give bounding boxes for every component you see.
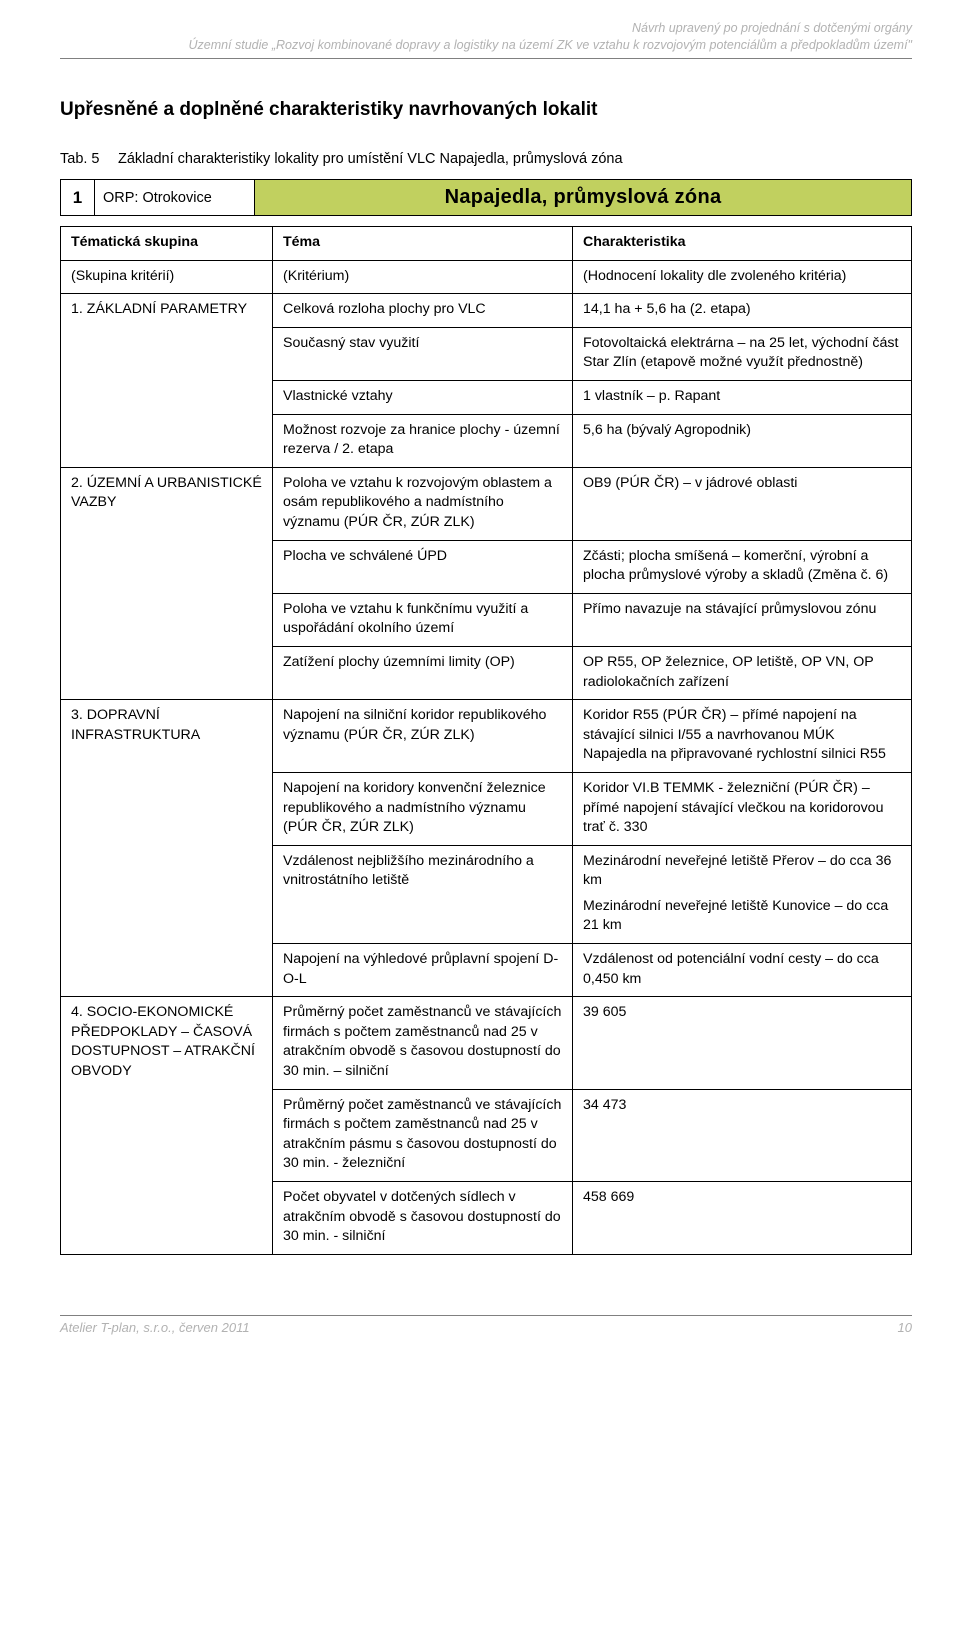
page-title: Upřesněné a doplněné charakteristiky nav…	[60, 99, 912, 121]
table-row: 4. SOCIO-EKONOMICKÉ PŘEDPOKLADY – ČASOVÁ…	[61, 997, 912, 1089]
topic-cell: Počet obyvatel v dotčených sídlech v atr…	[273, 1182, 573, 1255]
table-row: 3. DOPRAVNÍ INFRASTRUKTURANapojení na si…	[61, 700, 912, 773]
value-cell: 34 473	[573, 1089, 912, 1181]
value-cell: Koridor R55 (PÚR ČR) – přímé napojení na…	[573, 700, 912, 773]
group-label-cell: 4. SOCIO-EKONOMICKÉ PŘEDPOKLADY – ČASOVÁ…	[61, 997, 273, 1255]
topic-cell: Poloha ve vztahu k rozvojovým oblastem a…	[273, 467, 573, 540]
col-header-value: Charakteristika	[573, 227, 912, 261]
col-subheader-topic: (Kritérium)	[273, 260, 573, 294]
topic-cell: Průměrný počet zaměstnanců ve stávajícíc…	[273, 1089, 573, 1181]
zone-name-cell: Napajedla, průmyslová zóna	[255, 180, 912, 216]
doc-header-line1: Návrh upravený po projednání s dotčenými…	[60, 20, 912, 37]
topic-cell: Napojení na koridory konvenční železnice…	[273, 772, 573, 845]
value-cell: OP R55, OP železnice, OP letiště, OP VN,…	[573, 646, 912, 699]
col-subheader-group: (Skupina kritérií)	[61, 260, 273, 294]
value-cell: OB9 (PÚR ČR) – v jádrové oblasti	[573, 467, 912, 540]
title-number-cell: 1	[61, 180, 95, 216]
topic-cell: Zatížení plochy územními limity (OP)	[273, 646, 573, 699]
topic-cell: Vzdálenost nejbližšího mezinárodního a v…	[273, 845, 573, 943]
orp-cell: ORP: Otrokovice	[95, 180, 255, 216]
table-subheader-row: (Skupina kritérií) (Kritérium) (Hodnocen…	[61, 260, 912, 294]
col-header-topic: Téma	[273, 227, 573, 261]
table-caption: Tab. 5 Základní charakteristiky lokality…	[60, 149, 912, 169]
col-subheader-value: (Hodnocení lokality dle zvoleného kritér…	[573, 260, 912, 294]
value-cell: 5,6 ha (bývalý Agropodnik)	[573, 414, 912, 467]
topic-cell: Vlastnické vztahy	[273, 381, 573, 415]
value-cell: Fotovoltaická elektrárna – na 25 let, vý…	[573, 327, 912, 380]
title-bar-table: 1 ORP: Otrokovice Napajedla, průmyslová …	[60, 179, 912, 216]
table-header-row: Tématická skupina Téma Charakteristika	[61, 227, 912, 261]
group-label-cell: 3. DOPRAVNÍ INFRASTRUKTURA	[61, 700, 273, 997]
doc-header: Návrh upravený po projednání s dotčenými…	[60, 20, 912, 54]
topic-cell: Možnost rozvoje za hranice plochy - územ…	[273, 414, 573, 467]
value-cell: Koridor VI.B TEMMK - železniční (PÚR ČR)…	[573, 772, 912, 845]
title-bar-row: 1 ORP: Otrokovice Napajedla, průmyslová …	[61, 180, 912, 216]
group-label-cell: 2. ÚZEMNÍ A URBANISTICKÉ VAZBY	[61, 467, 273, 699]
value-cell: Mezinárodní neveřejné letiště Přerov – d…	[573, 845, 912, 943]
value-cell: 1 vlastník – p. Rapant	[573, 381, 912, 415]
table-row: 2. ÚZEMNÍ A URBANISTICKÉ VAZBYPoloha ve …	[61, 467, 912, 540]
header-rule	[60, 58, 912, 59]
footer-rule	[60, 1315, 912, 1316]
topic-cell: Průměrný počet zaměstnanců ve stávajícíc…	[273, 997, 573, 1089]
footer-left: Atelier T-plan, s.r.o., červen 2011	[60, 1320, 250, 1335]
value-cell: 458 669	[573, 1182, 912, 1255]
topic-cell: Plocha ve schválené ÚPD	[273, 540, 573, 593]
value-cell: 14,1 ha + 5,6 ha (2. etapa)	[573, 294, 912, 328]
topic-cell: Napojení na silniční koridor republikové…	[273, 700, 573, 773]
topic-cell: Celková rozloha plochy pro VLC	[273, 294, 573, 328]
value-cell: Zčásti; plocha smíšená – komerční, výrob…	[573, 540, 912, 593]
table-row: 1. ZÁKLADNÍ PARAMETRYCelková rozloha plo…	[61, 294, 912, 328]
value-cell: Vzdálenost od potenciální vodní cesty – …	[573, 944, 912, 997]
topic-cell: Poloha ve vztahu k funkčnímu využití a u…	[273, 593, 573, 646]
footer-page-number: 10	[898, 1320, 912, 1335]
topic-cell: Současný stav využití	[273, 327, 573, 380]
page: Návrh upravený po projednání s dotčenými…	[0, 0, 960, 1355]
criteria-table: Tématická skupina Téma Charakteristika (…	[60, 226, 912, 1255]
page-footer: Atelier T-plan, s.r.o., červen 2011 10	[60, 1320, 912, 1335]
value-cell: 39 605	[573, 997, 912, 1089]
value-cell: Přímo navazuje na stávající průmyslovou …	[573, 593, 912, 646]
table-caption-label: Tab. 5	[60, 149, 118, 169]
table-caption-text: Základní charakteristiky lokality pro um…	[118, 149, 912, 169]
topic-cell: Napojení na výhledové průplavní spojení …	[273, 944, 573, 997]
group-label-cell: 1. ZÁKLADNÍ PARAMETRY	[61, 294, 273, 468]
doc-header-line2: Územní studie „Rozvoj kombinované doprav…	[60, 37, 912, 54]
col-header-group: Tématická skupina	[61, 227, 273, 261]
